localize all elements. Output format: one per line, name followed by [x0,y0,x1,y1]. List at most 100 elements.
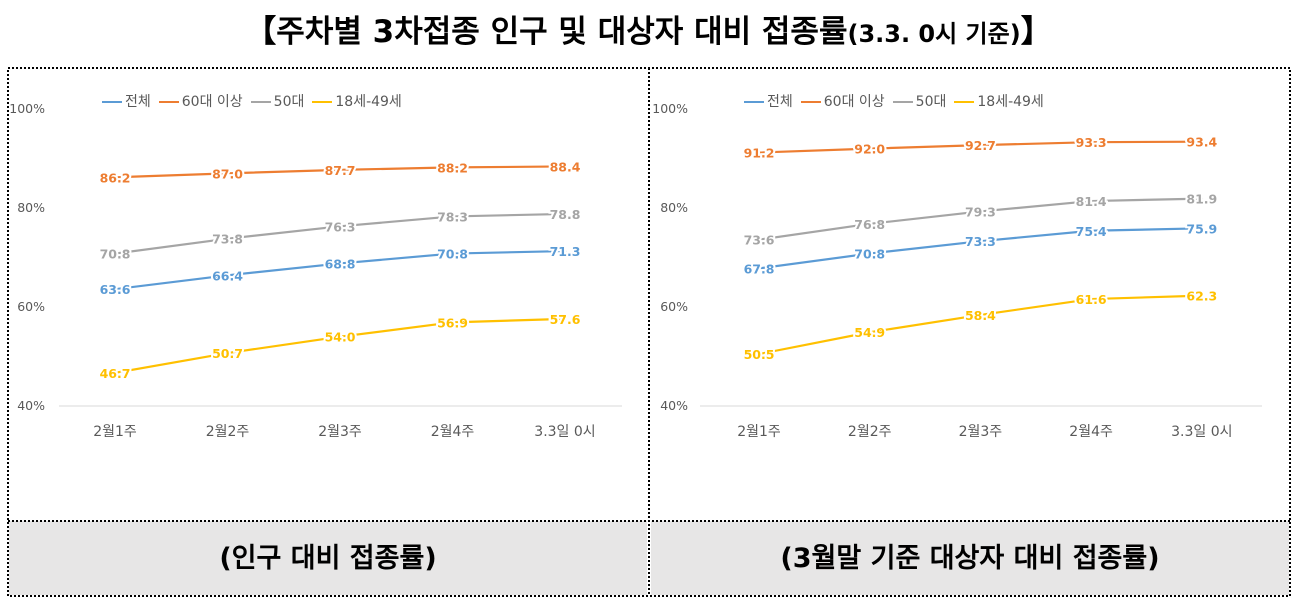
legend-swatch-50대 [892,101,913,103]
x-tick-label: 2월2주 [206,424,250,440]
chart-right: 40% 60% 80% 100% 2월1주 2월2주 2월3주 2월4주 3.3일 0시 91.2… [652,101,1262,440]
data-point [868,222,871,226]
data-label: 78.8 [550,207,581,222]
data-label: 76.8 [854,217,885,232]
data-label: 78.3 [437,209,468,224]
data-point [1200,294,1204,297]
caption-left: (인구 대비 접종률) [219,543,437,574]
caption-bg-left [9,521,647,595]
chart-left: 40% 60% 80% 100% 2월1주 2월2주 2월3주 2월4주 3.3일 0시 86.2… [9,101,622,440]
legend-label-60대-이상: 60대 이상 [181,94,243,110]
x-tick-label: 3.3일 0시 [1171,424,1232,440]
x-tick-label: 2월4주 [431,424,475,440]
data-label: 61.6 [1076,292,1107,307]
data-label: 63.6 [100,282,131,297]
data-label: 91.2 [744,146,775,161]
data-point [563,165,567,168]
x-tick-label: 2월2주 [848,424,892,440]
data-point [226,274,229,277]
data-point [338,225,342,228]
caption-right: (3월말 기준 대상자 대비 접종률) [780,543,1160,574]
data-label: 86.2 [100,170,131,185]
data-label: 75.4 [1076,224,1107,239]
data-point [226,351,229,355]
data-label: 87.0 [212,166,243,181]
legend-swatch-전체 [102,101,122,103]
data-label: 92.7 [965,138,996,153]
legend-label-50대: 50대 [273,94,305,110]
data-label: 66.4 [212,268,243,283]
legend-item-18세-49세: 18세-49세 [954,91,1044,111]
data-point [979,239,982,243]
y-tick-label: 100% [652,101,688,116]
legend-label-18세-49세: 18세-49세 [977,94,1044,110]
data-label: 73.6 [744,233,775,248]
data-label: 67.8 [744,261,775,276]
data-point [563,212,567,216]
data-label: 54.9 [854,325,885,340]
y-tick-label: 40% [17,398,45,413]
x-tick-label: 2월3주 [959,424,1003,440]
data-point [226,172,229,175]
legend-swatch-60대-이상 [800,101,821,103]
legend-swatch-전체 [744,101,764,103]
data-label: 75.9 [1186,221,1217,236]
x-tick-label: 3.3일 0시 [534,424,595,440]
caption-bg-right [651,521,1289,595]
data-label: 46.7 [100,366,131,381]
legend-item-60대-이상: 60대 이상 [158,91,243,111]
data-point [868,252,871,255]
data-label: 81.9 [1186,192,1217,207]
data-label: 73.3 [965,234,996,249]
legend-right: 전체 60대 이상 50대 18세-49세 [744,91,1052,111]
legend-item-50대: 50대 [892,91,947,111]
data-label: 76.3 [325,219,356,234]
data-point [1089,229,1093,232]
data-point [113,176,117,179]
data-label: 50.7 [212,346,243,361]
x-tick-label: 2월4주 [1069,424,1113,440]
x-tick-label: 2월1주 [93,424,137,440]
title-sub: (3.3. 0시 기준) [847,20,1021,48]
data-label: 71.3 [550,244,581,259]
data-label: 50.5 [744,347,775,362]
data-label: 70.8 [854,247,885,262]
chart-frame: 40% 60% 80% 100% 2월1주 2월2주 2월3주 2월4주 3.3일 0시 86.2… [7,67,1291,597]
data-label: 93.3 [1076,135,1107,150]
legend-item-18세-49세: 18세-49세 [312,91,402,111]
page-title: 【주차별 3차접종 인구 및 대상자 대비 접종률(3.3. 0시 기준)】 [0,6,1297,51]
legend-swatch-18세-49세 [312,101,333,103]
data-label: 93.4 [1186,135,1217,150]
legend-label-18세-49세: 18세-49세 [335,94,402,110]
data-point [451,215,454,218]
data-point [451,321,454,324]
data-point [226,237,229,240]
data-point [338,262,342,265]
y-tick-label: 40% [660,398,688,413]
data-label: 57.6 [550,312,581,327]
data-point [113,252,117,255]
data-label: 58.4 [965,308,996,323]
series-line-18세-49세 [114,317,566,374]
legend-left: 전체 60대 이상 50대 18세-49세 [102,91,410,111]
data-label: 81.4 [1076,194,1107,209]
data-label: 54.0 [325,330,356,345]
data-point [113,371,117,375]
x-tick-label: 2월3주 [318,424,362,440]
data-point [1089,199,1093,203]
legend-item-50대: 50대 [250,91,305,111]
legend-label-50대: 50대 [915,94,947,110]
data-point [338,335,342,338]
data-label: 87.7 [325,163,356,178]
legend-item-전체: 전체 [102,91,151,111]
data-point [1200,140,1204,143]
data-point [868,331,871,334]
data-point [451,252,454,255]
y-tick-label: 60% [660,299,688,314]
data-point [979,210,982,213]
data-point [563,317,567,321]
data-label: 56.9 [437,315,468,330]
legend-label-60대-이상: 60대 이상 [823,94,885,110]
legend-swatch-60대-이상 [158,101,179,103]
y-tick-label: 80% [660,200,688,215]
